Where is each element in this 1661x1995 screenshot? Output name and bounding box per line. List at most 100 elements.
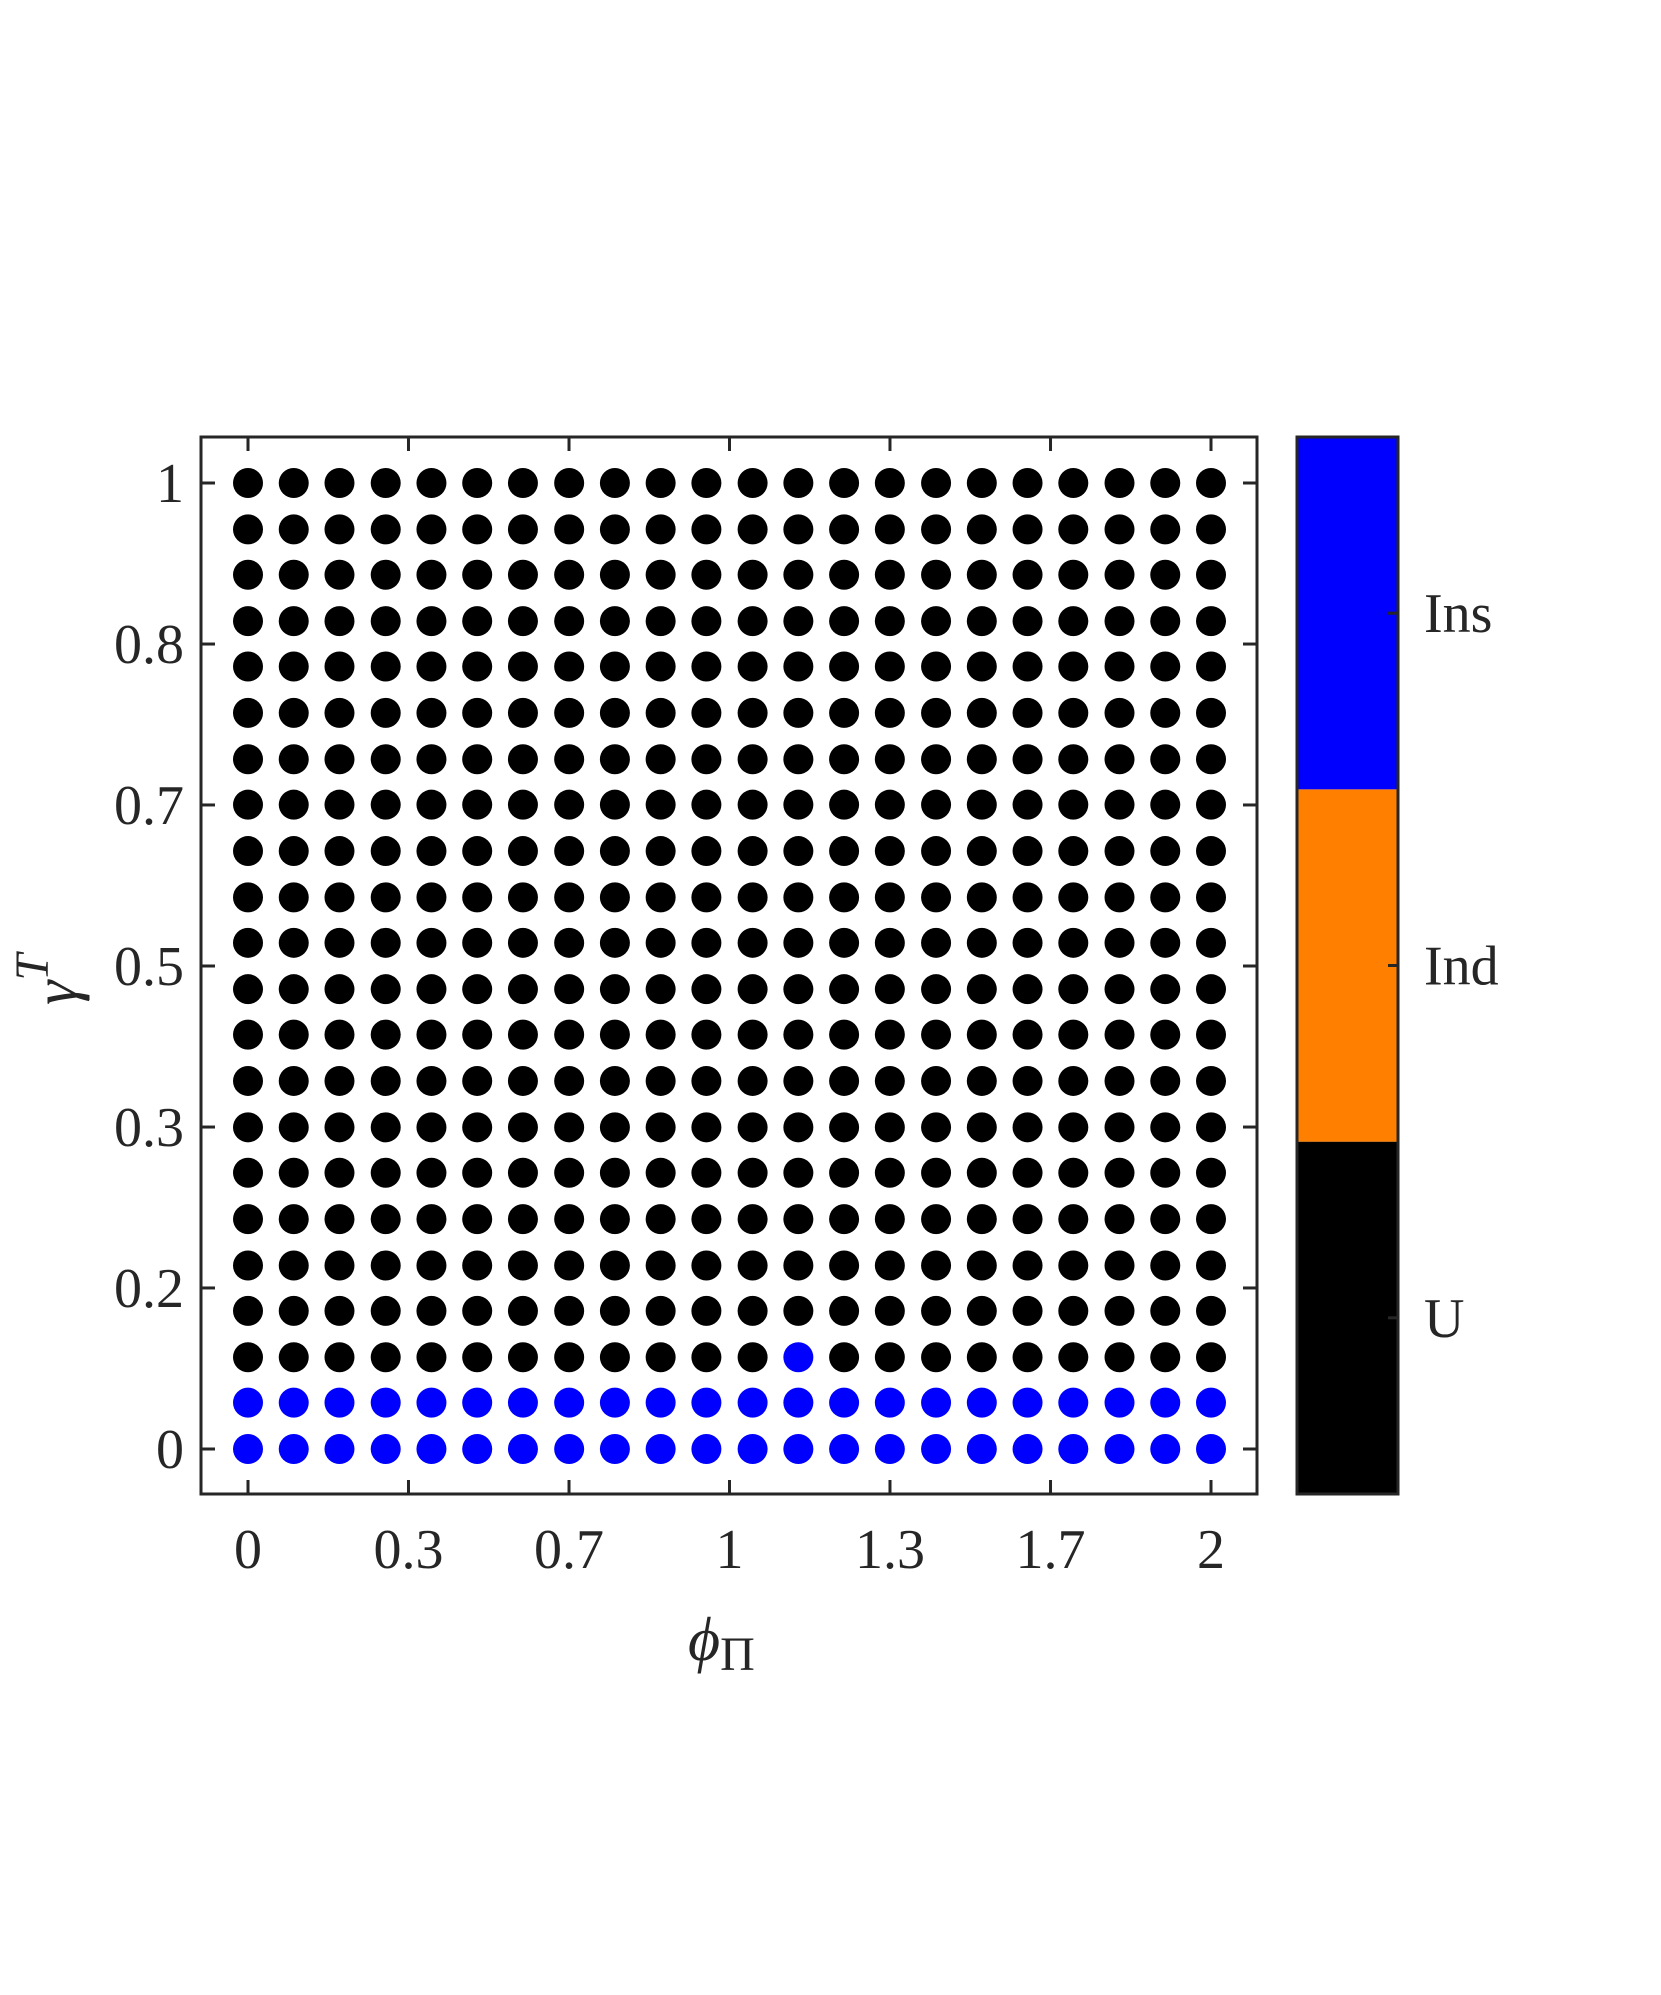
data-point-u: [233, 514, 263, 545]
data-point-ins: [324, 1434, 355, 1464]
data-point-u: [370, 1204, 401, 1235]
data-point-u: [507, 651, 538, 682]
data-point-u: [507, 1295, 538, 1326]
data-point-u: [874, 836, 905, 867]
data-point-u: [966, 974, 997, 1005]
data-point-u: [1150, 1204, 1181, 1235]
data-point-u: [462, 744, 493, 775]
data-point-u: [921, 927, 952, 958]
data-point-u: [233, 697, 263, 728]
data-point-u: [1012, 1342, 1043, 1373]
data-point-u: [1012, 651, 1043, 682]
data-point-u: [1012, 974, 1043, 1005]
data-point-u: [691, 974, 722, 1005]
data-point-u: [966, 789, 997, 820]
data-point-u: [1104, 651, 1135, 682]
colorbar-segment-u: [1297, 1141, 1398, 1494]
data-point-u: [370, 468, 401, 498]
data-point-u: [416, 697, 447, 728]
data-point-u: [921, 606, 952, 637]
data-point-u: [737, 927, 768, 958]
data-point-u: [599, 1065, 630, 1096]
data-point-u: [1104, 606, 1135, 637]
data-point-ins: [1104, 1434, 1135, 1464]
data-point-u: [370, 789, 401, 820]
data-point-u: [278, 1204, 309, 1235]
data-point-u: [324, 744, 355, 775]
data-point-u: [599, 789, 630, 820]
data-point-u: [1104, 927, 1135, 958]
data-point-ins: [921, 1387, 952, 1418]
data-point-u: [507, 927, 538, 958]
data-point-u: [233, 927, 263, 958]
data-point-u: [829, 974, 860, 1005]
data-point-u: [1012, 1112, 1043, 1143]
data-point-u: [1104, 836, 1135, 867]
data-point-u: [233, 468, 263, 498]
data-point-ins: [554, 1434, 585, 1464]
x-tick-label: 0.7: [534, 1519, 604, 1581]
data-point-u: [370, 559, 401, 590]
data-point-u: [1150, 1065, 1181, 1096]
data-point-u: [278, 1342, 309, 1373]
data-point-u: [645, 559, 676, 590]
data-point-u: [1058, 974, 1089, 1005]
data-point-ins: [966, 1387, 997, 1418]
data-point-u: [1150, 1250, 1181, 1281]
data-point-u: [278, 468, 309, 498]
data-point-u: [1196, 514, 1226, 545]
data-point-u: [370, 1065, 401, 1096]
data-point-u: [416, 1065, 447, 1096]
data-point-u: [324, 468, 355, 498]
data-point-u: [233, 1250, 263, 1281]
data-point-u: [645, 1157, 676, 1188]
data-point-u: [324, 651, 355, 682]
data-point-u: [554, 1295, 585, 1326]
data-point-u: [691, 1342, 722, 1373]
data-point-u: [966, 606, 997, 637]
data-point-u: [233, 1019, 263, 1050]
data-point-u: [507, 882, 538, 913]
data-point-u: [554, 882, 585, 913]
data-point-u: [507, 1019, 538, 1050]
data-point-u: [462, 1342, 493, 1373]
colorbar-label: Ind: [1424, 936, 1499, 998]
data-point-u: [233, 744, 263, 775]
data-point-u: [554, 1204, 585, 1235]
data-point-u: [1104, 1204, 1135, 1235]
data-point-u: [1012, 559, 1043, 590]
data-point-ins: [645, 1434, 676, 1464]
data-point-u: [278, 974, 309, 1005]
data-point-u: [507, 606, 538, 637]
data-point-u: [324, 1250, 355, 1281]
data-point-u: [737, 882, 768, 913]
data-point-u: [370, 974, 401, 1005]
data-point-u: [1058, 789, 1089, 820]
y-tick-label: 1: [156, 453, 184, 515]
data-point-u: [507, 744, 538, 775]
data-point-ins: [324, 1387, 355, 1418]
data-point-u: [599, 882, 630, 913]
data-point-u: [554, 1112, 585, 1143]
data-point-u: [370, 606, 401, 637]
data-point-u: [737, 559, 768, 590]
data-point-u: [554, 744, 585, 775]
data-point-u: [1150, 1295, 1181, 1326]
data-point-u: [416, 836, 447, 867]
data-point-u: [1150, 651, 1181, 682]
data-point-u: [1150, 927, 1181, 958]
data-point-u: [1150, 1157, 1181, 1188]
data-point-u: [966, 1019, 997, 1050]
data-point-u: [278, 514, 309, 545]
data-point-ins: [233, 1434, 263, 1464]
x-tick-label: 2: [1197, 1519, 1225, 1581]
data-point-ins: [645, 1387, 676, 1418]
data-point-u: [370, 1019, 401, 1050]
data-point-u: [783, 606, 814, 637]
data-point-u: [554, 1250, 585, 1281]
data-point-u: [599, 744, 630, 775]
data-point-u: [1196, 559, 1226, 590]
data-point-u: [370, 1342, 401, 1373]
data-point-u: [1150, 559, 1181, 590]
data-point-u: [829, 1065, 860, 1096]
